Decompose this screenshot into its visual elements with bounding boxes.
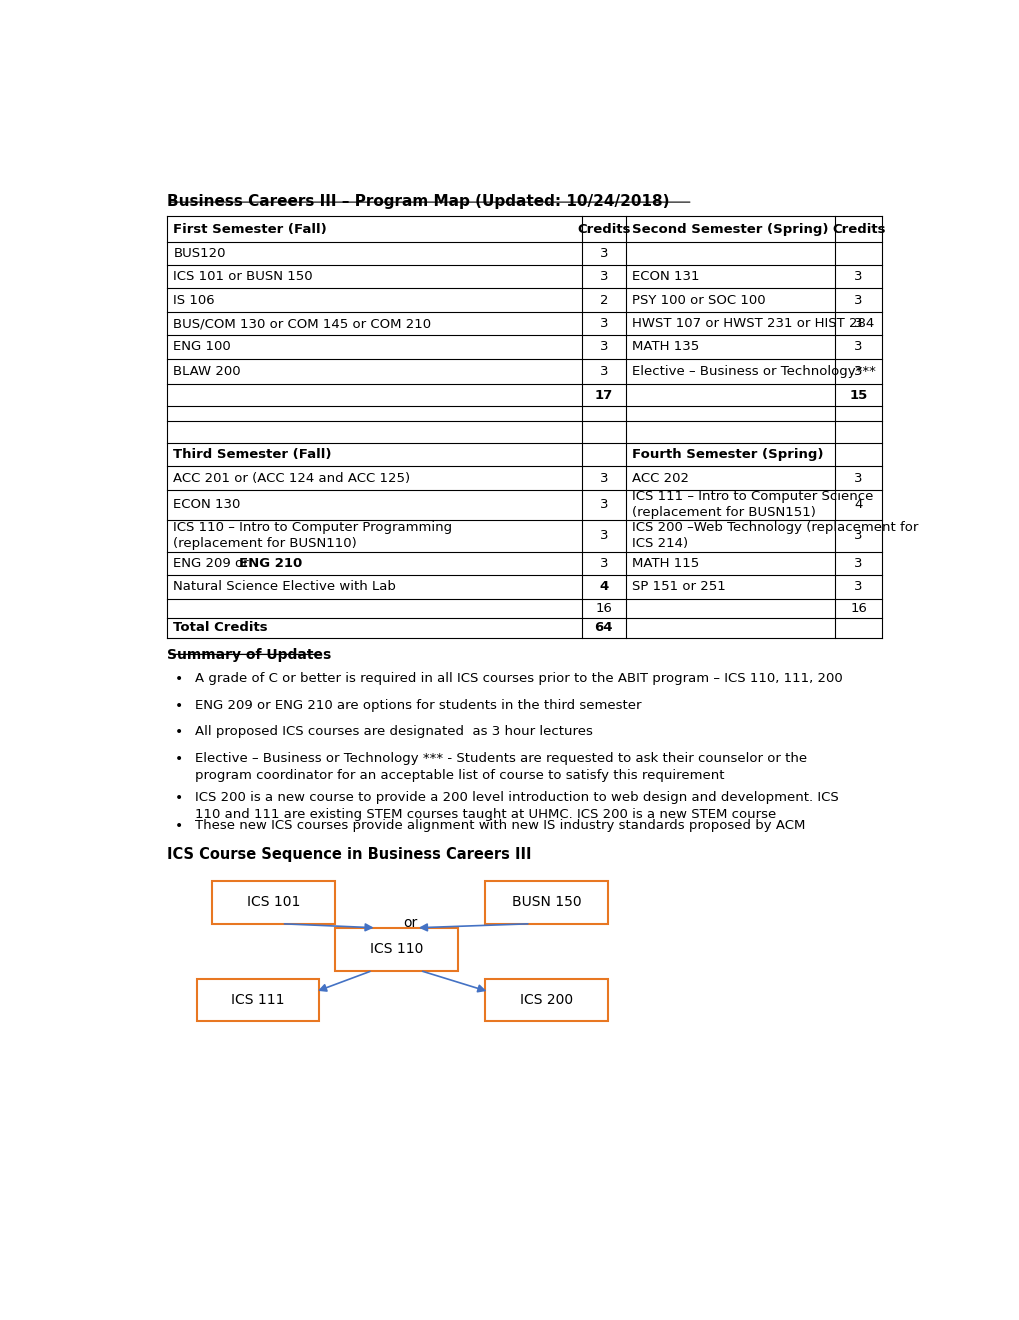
Text: ICS 200 –Web Technology (replacement for
ICS 214): ICS 200 –Web Technology (replacement for… [631, 521, 917, 550]
Text: ICS 101: ICS 101 [247, 895, 301, 909]
FancyBboxPatch shape [212, 880, 334, 924]
Text: Business Careers III – Program Map (Updated: 10/24/2018): Business Careers III – Program Map (Upda… [167, 194, 668, 209]
Text: BLAW 200: BLAW 200 [173, 364, 240, 378]
Text: •: • [174, 752, 182, 766]
Text: Credits: Credits [832, 223, 884, 235]
Text: ICS Course Sequence in Business Careers III: ICS Course Sequence in Business Careers … [167, 846, 531, 862]
Text: 17: 17 [594, 388, 612, 401]
Text: •: • [174, 700, 182, 713]
Text: PSY 100 or SOC 100: PSY 100 or SOC 100 [631, 293, 764, 306]
Text: ENG 209 or ENG 210 are options for students in the third semester: ENG 209 or ENG 210 are options for stude… [195, 700, 641, 711]
FancyBboxPatch shape [197, 978, 319, 1022]
FancyBboxPatch shape [485, 880, 607, 924]
Text: 16: 16 [850, 602, 866, 615]
Text: 3: 3 [599, 247, 607, 260]
Text: 4: 4 [598, 581, 607, 593]
Text: BUSN 150: BUSN 150 [512, 895, 581, 909]
Text: Elective – Business or Technology***: Elective – Business or Technology*** [631, 364, 875, 378]
Text: ICS 110: ICS 110 [369, 942, 423, 956]
Text: 3: 3 [599, 471, 607, 484]
Text: 3: 3 [599, 364, 607, 378]
Text: 3: 3 [854, 341, 862, 354]
Text: Elective – Business or Technology *** - Students are requested to ask their coun: Elective – Business or Technology *** - … [195, 752, 806, 781]
Text: ICS 101 or BUSN 150: ICS 101 or BUSN 150 [173, 271, 313, 284]
Text: All proposed ICS courses are designated  as 3 hour lectures: All proposed ICS courses are designated … [195, 725, 592, 738]
Text: or: or [403, 916, 417, 929]
Text: MATH 115: MATH 115 [631, 557, 698, 570]
Text: BUS120: BUS120 [173, 247, 225, 260]
Text: 3: 3 [599, 557, 607, 570]
Text: First Semester (Fall): First Semester (Fall) [173, 223, 327, 235]
Text: Credits: Credits [577, 223, 630, 235]
Text: 3: 3 [854, 557, 862, 570]
Text: 3: 3 [599, 499, 607, 511]
Text: •: • [174, 791, 182, 805]
Text: 16: 16 [595, 602, 611, 615]
Text: 3: 3 [599, 317, 607, 330]
Text: 3: 3 [854, 364, 862, 378]
Text: ICS 111: ICS 111 [231, 993, 284, 1007]
Text: ICS 200: ICS 200 [520, 993, 573, 1007]
Text: Third Semester (Fall): Third Semester (Fall) [173, 449, 331, 461]
Text: Fourth Semester (Spring): Fourth Semester (Spring) [631, 449, 822, 461]
Text: 64: 64 [594, 622, 612, 635]
Text: •: • [174, 818, 182, 833]
Text: ECON 130: ECON 130 [173, 499, 240, 511]
Text: ICS 110 – Intro to Computer Programming
(replacement for BUSN110): ICS 110 – Intro to Computer Programming … [173, 521, 452, 550]
Text: ENG 209 or: ENG 209 or [173, 557, 253, 570]
Text: 3: 3 [854, 317, 862, 330]
Text: 2: 2 [599, 293, 607, 306]
Text: •: • [174, 672, 182, 685]
Text: Total Credits: Total Credits [173, 622, 268, 635]
Text: ECON 131: ECON 131 [631, 271, 699, 284]
Text: 4: 4 [854, 499, 862, 511]
Text: 3: 3 [854, 471, 862, 484]
Text: 3: 3 [854, 581, 862, 593]
Text: ICS 200 is a new course to provide a 200 level introduction to web design and de: ICS 200 is a new course to provide a 200… [195, 791, 838, 821]
FancyBboxPatch shape [485, 978, 607, 1022]
Text: 3: 3 [854, 529, 862, 543]
Text: 15: 15 [849, 388, 867, 401]
Text: BUS/COM 130 or COM 145 or COM 210: BUS/COM 130 or COM 145 or COM 210 [173, 317, 431, 330]
Text: HWST 107 or HWST 231 or HIST 284: HWST 107 or HWST 231 or HIST 284 [631, 317, 873, 330]
Text: ICS 111 – Intro to Computer Science
(replacement for BUSN151): ICS 111 – Intro to Computer Science (rep… [631, 491, 872, 520]
Text: 3: 3 [599, 271, 607, 284]
Text: MATH 135: MATH 135 [631, 341, 698, 354]
Text: Summary of Updates: Summary of Updates [167, 648, 331, 663]
Text: ACC 202: ACC 202 [631, 471, 688, 484]
Text: A grade of C or better is required in all ICS courses prior to the ABIT program : A grade of C or better is required in al… [195, 672, 842, 685]
Text: ACC 201 or (ACC 124 and ACC 125): ACC 201 or (ACC 124 and ACC 125) [173, 471, 410, 484]
Text: 3: 3 [854, 271, 862, 284]
Text: Natural Science Elective with Lab: Natural Science Elective with Lab [173, 581, 395, 593]
Text: ENG 210: ENG 210 [238, 557, 302, 570]
Text: 3: 3 [599, 341, 607, 354]
Text: These new ICS courses provide alignment with new IS industry standards proposed : These new ICS courses provide alignment … [195, 818, 804, 832]
Text: SP 151 or 251: SP 151 or 251 [631, 581, 725, 593]
Text: Second Semester (Spring): Second Semester (Spring) [631, 223, 827, 235]
Text: ENG 100: ENG 100 [173, 341, 231, 354]
Text: IS 106: IS 106 [173, 293, 215, 306]
Text: •: • [174, 725, 182, 738]
Text: 3: 3 [854, 293, 862, 306]
Text: 3: 3 [599, 529, 607, 543]
FancyBboxPatch shape [334, 928, 458, 970]
